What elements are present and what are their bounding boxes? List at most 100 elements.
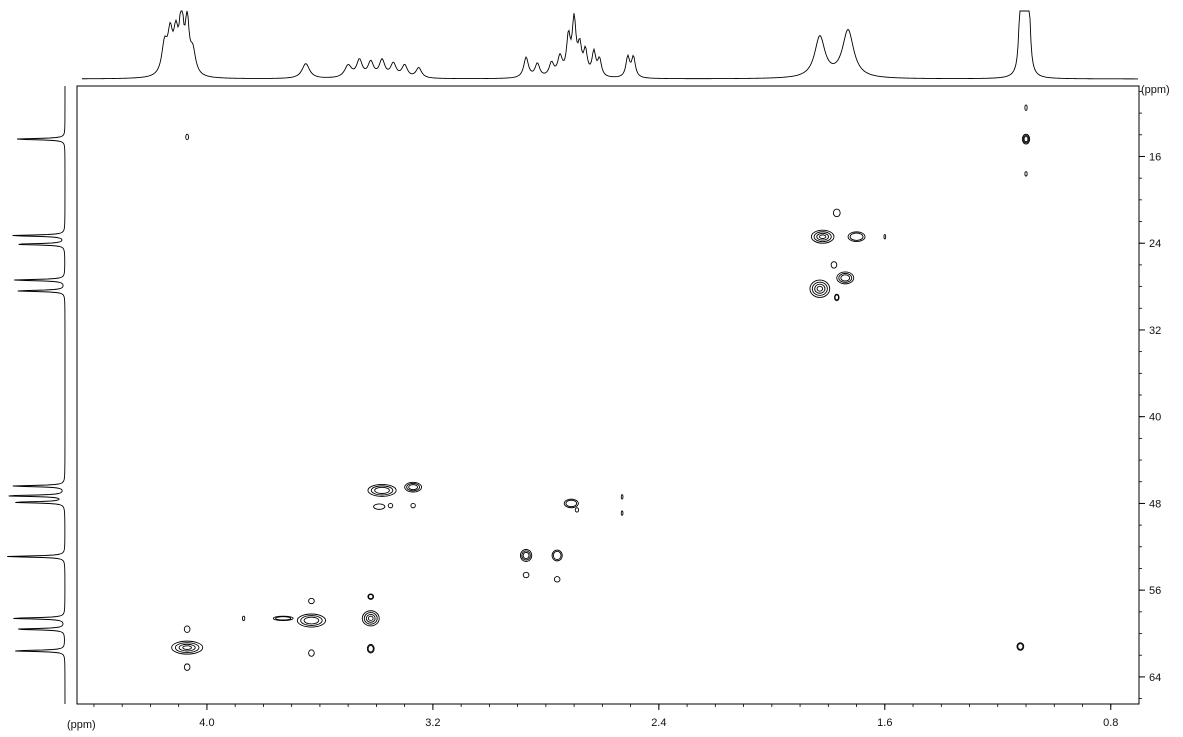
x-tick-label: 4.0 [199, 717, 214, 729]
contour-level [883, 234, 887, 240]
x-tick-label: 1.6 [877, 717, 892, 729]
contour-level [551, 549, 563, 562]
contour-level [574, 507, 580, 513]
cross-peak [185, 133, 190, 141]
contour-level [1022, 134, 1030, 144]
cross-peak [404, 481, 423, 493]
contour-level [367, 644, 374, 653]
cross-peak [551, 549, 563, 562]
cross-peak-contours [171, 104, 1031, 671]
y-tick-label: 48 [1149, 498, 1161, 510]
contour-level [620, 510, 624, 516]
cross-peak [1024, 104, 1028, 111]
cross-peak [810, 229, 835, 244]
cross-peak [308, 597, 315, 605]
cross-peak [574, 507, 580, 513]
cross-peak [367, 593, 375, 600]
cross-peak [830, 261, 838, 269]
contour-level [1017, 643, 1024, 650]
contour-level [185, 133, 190, 141]
x-axis-unit-label: (ppm) [67, 719, 96, 731]
cross-peak [171, 640, 204, 655]
contour-level [814, 283, 826, 294]
cross-peak [296, 613, 327, 628]
contour-level [308, 597, 315, 605]
contour-level [1023, 136, 1029, 143]
contour-level [834, 293, 840, 302]
contour-level [620, 494, 624, 500]
y-tick-label: 40 [1149, 412, 1161, 424]
cross-peak [242, 615, 246, 621]
contour-level [406, 482, 421, 492]
contour-level [847, 231, 866, 243]
cross-peak [1016, 642, 1025, 651]
x-tick-label: 0.8 [1103, 717, 1118, 729]
cross-peak [834, 293, 840, 302]
contour-level [836, 271, 855, 285]
contour-level [816, 232, 829, 241]
contour-level [565, 499, 578, 508]
cross-peak [366, 643, 375, 654]
cross-peak [620, 510, 624, 516]
contour-level [813, 231, 832, 243]
contour-level [178, 643, 196, 652]
contour-level [521, 550, 531, 561]
cross-peak [410, 502, 416, 509]
y-tick-label: 64 [1149, 672, 1161, 684]
cross-peak [183, 663, 191, 671]
contour-level [834, 294, 839, 301]
contour-level [408, 484, 418, 491]
y-tick-label: 56 [1149, 585, 1161, 597]
cross-peak [519, 549, 533, 562]
contour-level [404, 481, 423, 493]
contour-level [816, 285, 824, 292]
contour-level [363, 612, 378, 625]
contour-level [553, 576, 561, 583]
contour-level [1016, 642, 1025, 651]
contour-level [374, 486, 390, 494]
contour-level [810, 229, 835, 244]
carbon-projection-spectrum [7, 86, 66, 704]
x-axis: 4.0 3.2 2.4 1.6 0.8 [93, 704, 1118, 729]
cross-peak [620, 494, 624, 500]
cross-peak [563, 498, 579, 509]
contour-level [373, 503, 386, 510]
contour-level [183, 663, 191, 671]
contour-level [242, 615, 246, 621]
cross-peak [373, 503, 386, 510]
cross-peak [272, 615, 294, 621]
cross-peak [553, 576, 561, 583]
contour-level [1024, 171, 1028, 177]
contour-level [832, 208, 841, 218]
proton-trace-line [82, 10, 1138, 80]
contour-level [365, 613, 376, 623]
contour-level [819, 234, 827, 239]
contour-level [522, 551, 530, 560]
contour-level [272, 615, 294, 621]
cross-peak [832, 208, 841, 218]
contour-level [1024, 104, 1028, 111]
cross-peak [1024, 171, 1028, 177]
x-tick-label: 2.4 [651, 717, 666, 729]
contour-level [519, 549, 533, 562]
cross-peak [367, 483, 397, 497]
contour-level [410, 502, 416, 509]
y-tick-label: 16 [1149, 151, 1161, 163]
contour-level [296, 613, 327, 628]
contour-level [361, 610, 380, 627]
contour-level [522, 571, 530, 579]
proton-projection-spectrum [82, 10, 1138, 80]
cross-peak [1021, 133, 1031, 145]
contour-level [563, 498, 579, 509]
cross-peak [836, 271, 855, 285]
contour-level [838, 272, 853, 283]
y-tick-label: 24 [1149, 238, 1161, 250]
contour-level [367, 615, 374, 621]
contour-level [308, 649, 315, 657]
contour-level [183, 625, 191, 633]
contour-level [840, 274, 851, 282]
y-axis-unit-label: (ppm) [1141, 84, 1170, 96]
contour-level [300, 615, 323, 626]
contour-level [366, 643, 375, 654]
